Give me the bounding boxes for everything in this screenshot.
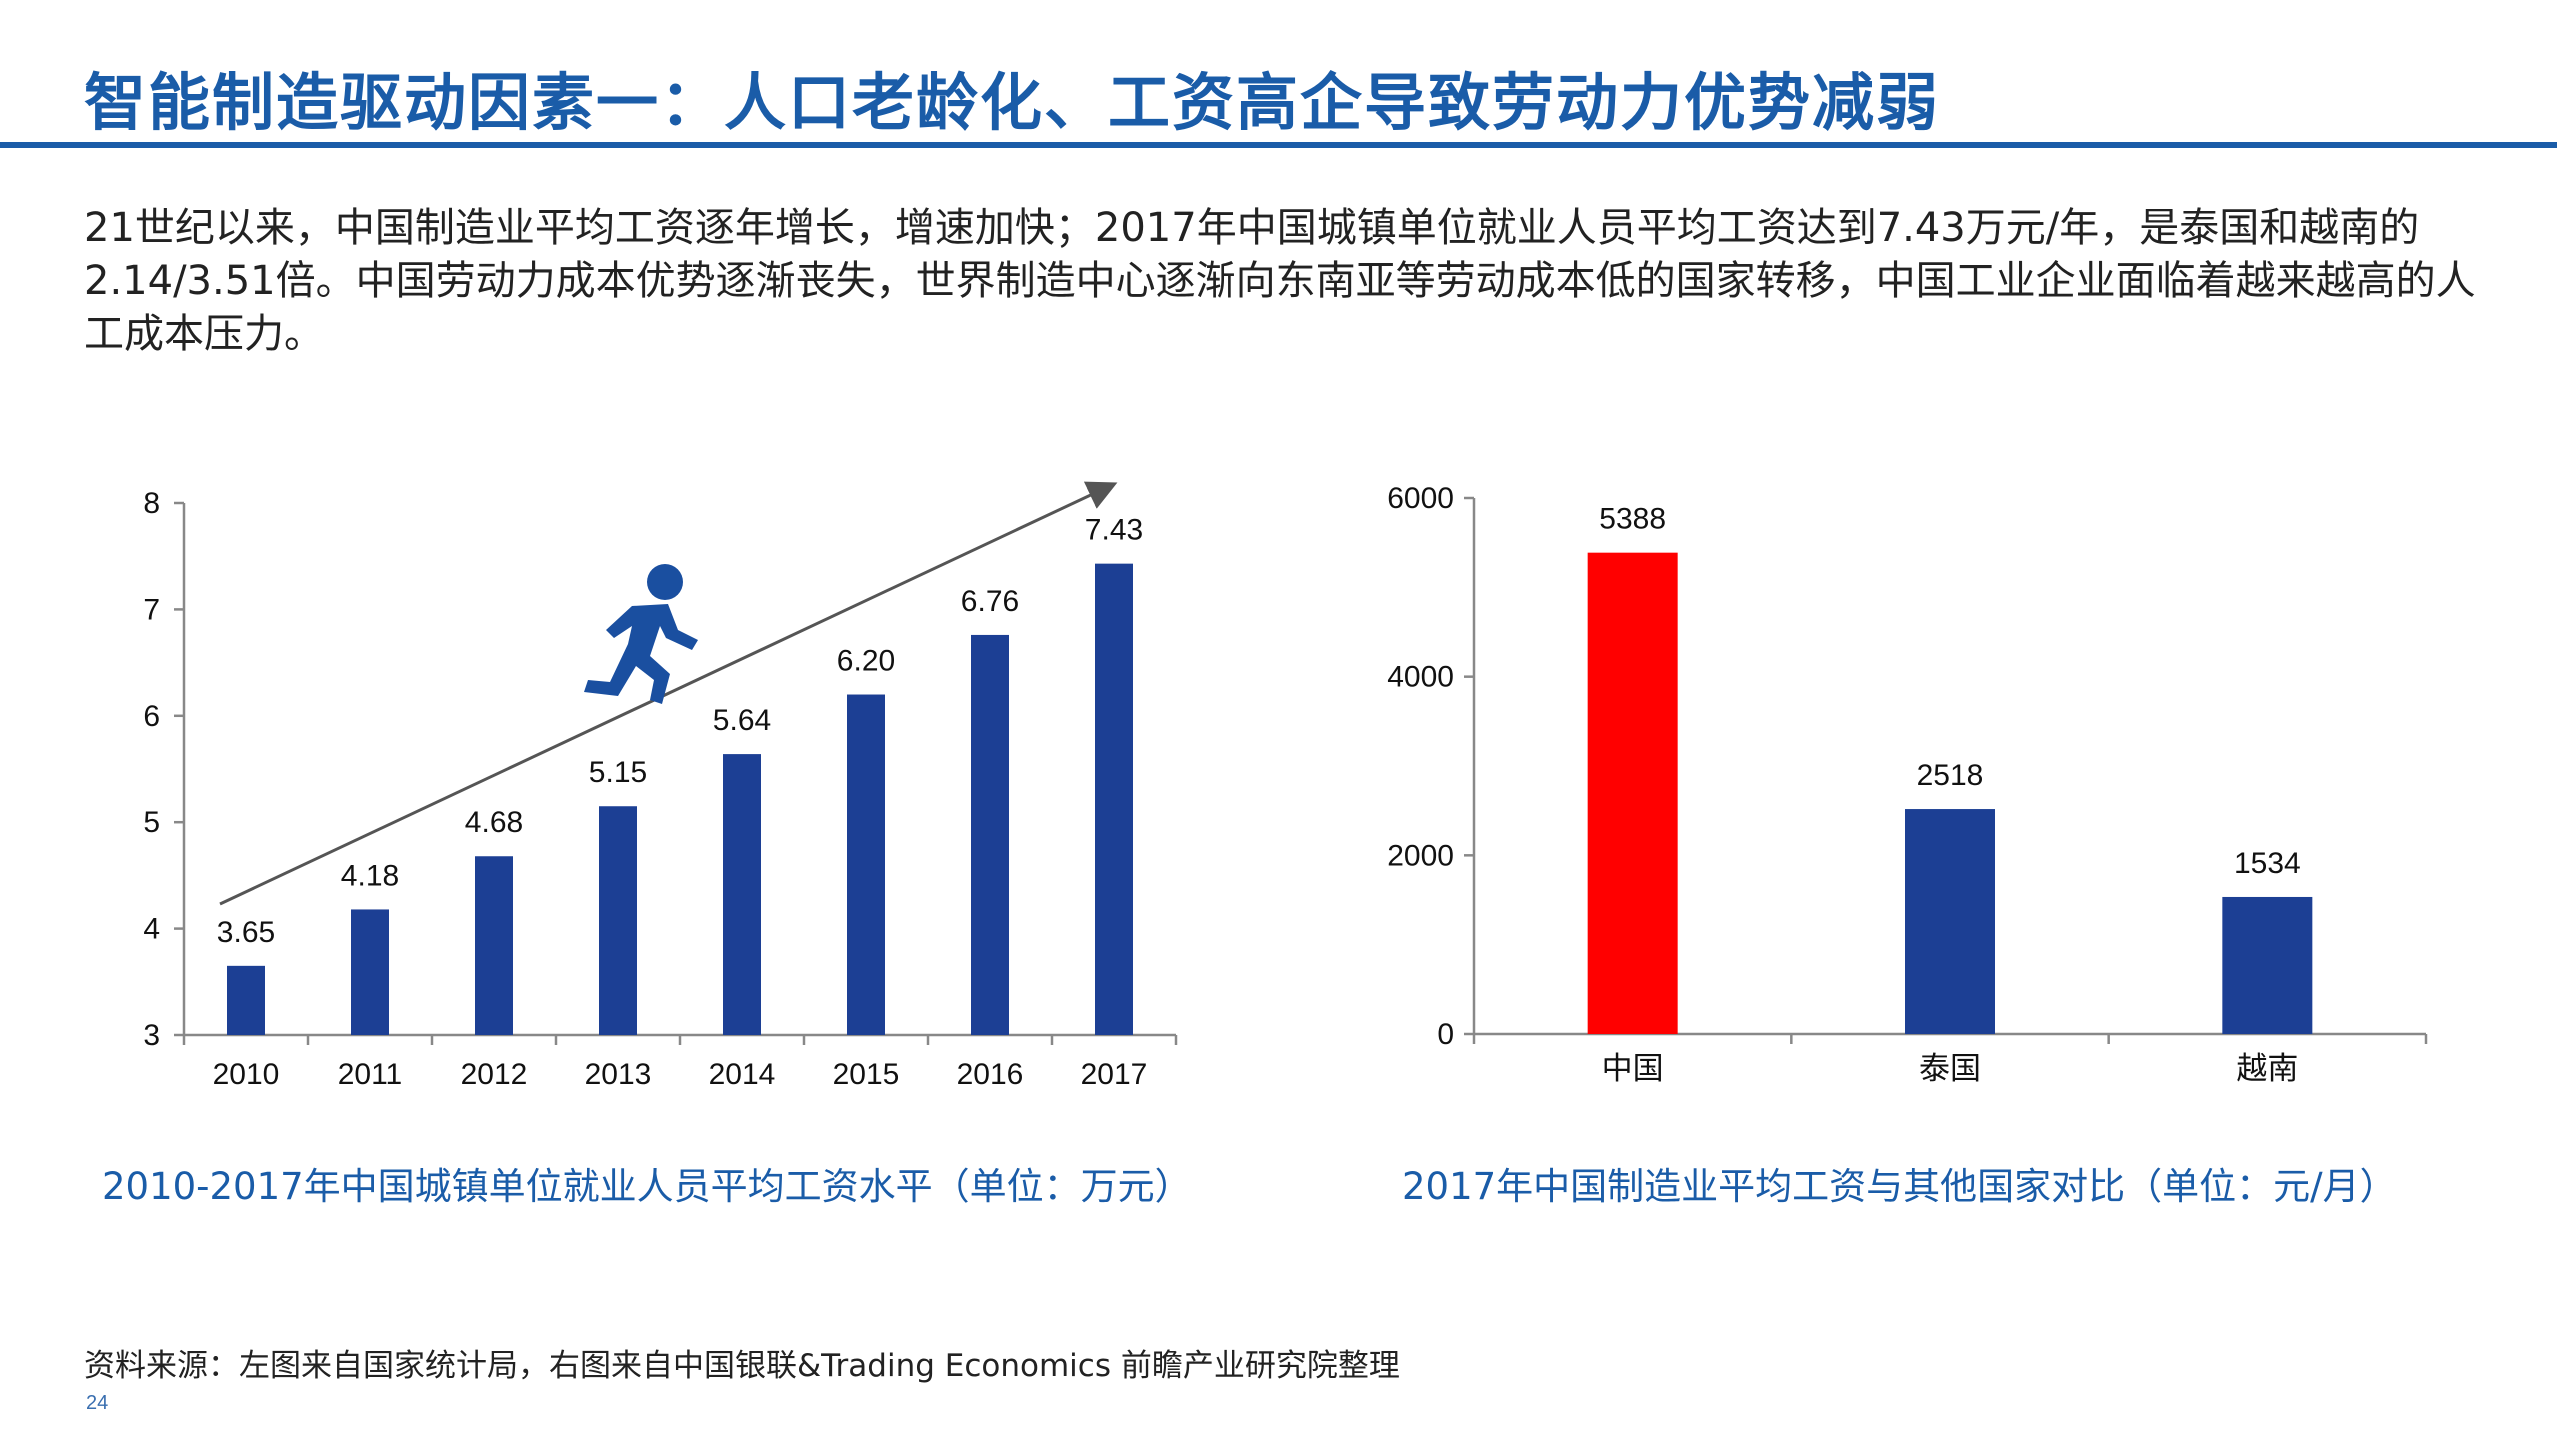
slide-title: 智能制造驱动因素一：人口老龄化、工资高企导致劳动力优势减弱	[84, 66, 1941, 139]
x-tick-label: 2013	[585, 1058, 652, 1091]
data-label: 7.43	[1085, 514, 1143, 547]
source-note: 资料来源：左图来自国家统计局，右图来自中国银联&Trading Economic…	[84, 1348, 1400, 1384]
y-tick-label: 6	[143, 700, 160, 733]
bar	[2222, 896, 2313, 1034]
bar	[847, 694, 885, 1035]
x-tick-label: 2015	[833, 1058, 900, 1091]
bar	[1587, 552, 1678, 1034]
y-tick-label: 7	[143, 593, 160, 626]
y-tick-label: 2000	[1387, 839, 1454, 872]
y-tick-label: 6000	[1387, 482, 1454, 515]
bar	[1095, 563, 1133, 1035]
y-tick-label: 3	[143, 1019, 160, 1052]
x-tick-label: 泰国	[1919, 1051, 1981, 1087]
y-tick-label: 4	[143, 913, 160, 946]
x-tick-label: 中国	[1602, 1051, 1664, 1087]
x-tick-label: 2012	[461, 1058, 528, 1091]
y-tick-label: 8	[143, 487, 160, 520]
y-tick-label: 4000	[1387, 661, 1454, 694]
right-chart-caption: 2017年中国制造业平均工资与其他国家对比（单位：元/月）	[1402, 1165, 2397, 1208]
country-wage-chart: 0 2000 4000 6000 5388 2518 1534 中国 泰国 越南	[1387, 482, 2428, 1087]
intro-paragraph: 21世纪以来，中国制造业平均工资逐年增长，增速加快；2017年中国城镇单位就业人…	[84, 205, 2476, 357]
x-tick-label: 越南	[2236, 1051, 2298, 1087]
bar	[227, 965, 265, 1035]
data-label: 4.68	[465, 806, 523, 839]
x-tick-label: 2017	[1081, 1058, 1148, 1091]
x-tick-label: 2014	[709, 1058, 776, 1091]
data-label: 6.20	[837, 645, 895, 678]
y-tick-label: 5	[143, 806, 160, 839]
data-label: 2518	[1917, 759, 1984, 792]
page-number: 24	[86, 1392, 109, 1414]
bar	[475, 856, 513, 1035]
y-tick-label: 0	[1437, 1018, 1454, 1051]
bar	[1905, 809, 1995, 1034]
left-chart-caption: 2010-2017年中国城镇单位就业人员平均工资水平（单位：万元）	[102, 1165, 1192, 1208]
bar	[971, 634, 1009, 1035]
data-label: 3.65	[217, 916, 275, 949]
x-tick-label: 2011	[338, 1058, 403, 1091]
data-label: 4.18	[341, 859, 399, 892]
x-tick-label: 2010	[213, 1058, 280, 1091]
data-label: 6.76	[961, 585, 1019, 618]
trend-arrow	[219, 481, 1118, 906]
bar	[351, 909, 389, 1035]
data-label: 5.15	[589, 756, 647, 789]
x-tick-label: 2016	[957, 1058, 1024, 1091]
data-label: 1534	[2234, 847, 2301, 880]
bar	[723, 754, 761, 1035]
data-label: 5388	[1599, 503, 1666, 536]
data-label: 5.64	[713, 704, 771, 737]
bar	[599, 806, 637, 1035]
title-divider	[0, 142, 2557, 148]
running-person-icon	[584, 564, 698, 704]
